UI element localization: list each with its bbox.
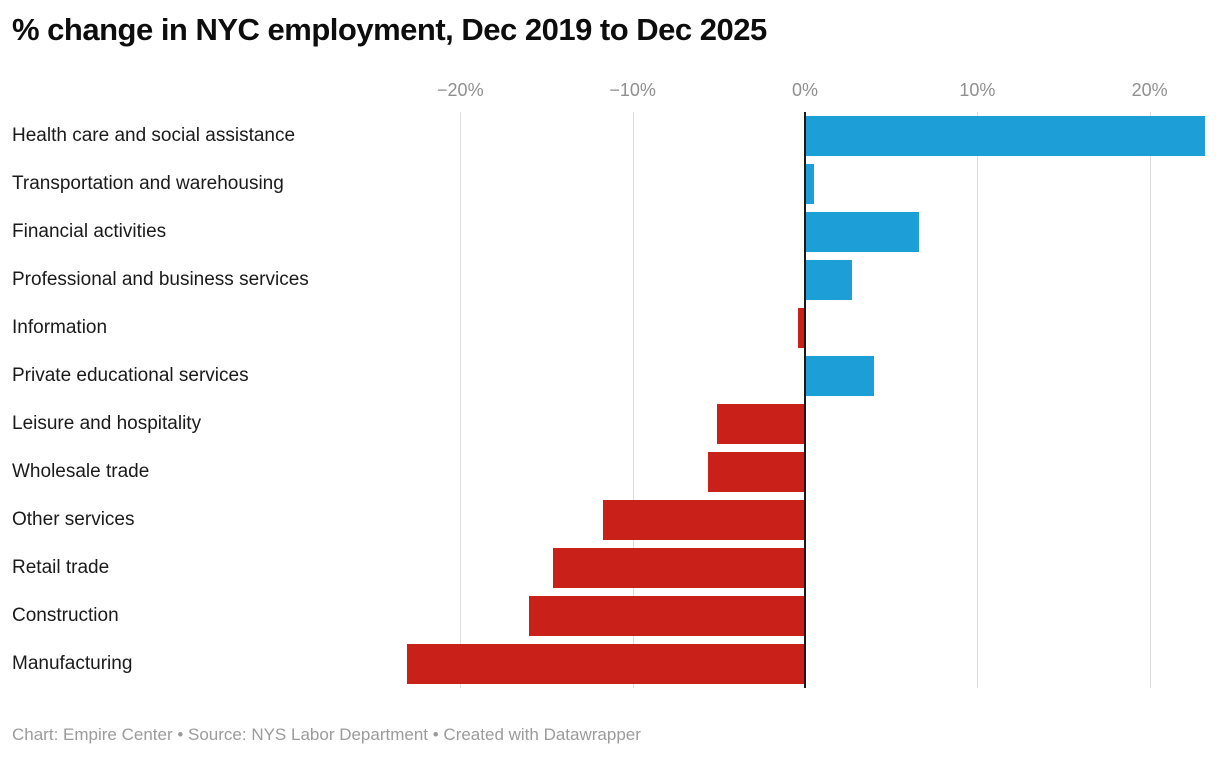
axis-tick-label: 10% <box>959 80 996 100</box>
bar-row: Manufacturing <box>0 640 1220 688</box>
bar <box>805 164 814 204</box>
bar-row: Transportation and warehousing <box>0 160 1220 208</box>
bar-row: Information <box>0 304 1220 352</box>
zero-baseline <box>804 112 806 688</box>
category-label: Health care and social assistance <box>12 125 296 146</box>
category-label: Financial activities <box>12 221 167 242</box>
grid-line <box>977 112 979 688</box>
category-label: Other services <box>12 509 135 530</box>
chart-footer: Chart: Empire Center • Source: NYS Labor… <box>12 725 641 744</box>
bar <box>798 308 805 348</box>
category-label: Manufacturing <box>12 653 133 674</box>
category-label: Information <box>12 317 108 338</box>
bar-row: Financial activities <box>0 208 1220 256</box>
category-label: Professional and business services <box>12 269 309 290</box>
x-axis: −20% −10% 0% 10% 20% <box>0 80 1220 110</box>
bar-row: Wholesale trade <box>0 448 1220 496</box>
grid-line <box>632 112 634 688</box>
bar <box>805 260 852 300</box>
category-label: Construction <box>12 605 119 626</box>
category-label: Transportation and warehousing <box>12 173 284 194</box>
bar <box>805 116 1205 156</box>
page-title: % change in NYC employment, Dec 2019 to … <box>12 12 767 47</box>
category-label: Wholesale trade <box>12 461 150 482</box>
axis-tick-label: −10% <box>609 80 656 100</box>
axis-tick-label: −20% <box>437 80 484 100</box>
axis-tick-label: 20% <box>1131 80 1168 100</box>
bar <box>529 596 805 636</box>
bar <box>708 452 805 492</box>
axis-tick-label: 0% <box>791 80 819 100</box>
bar <box>553 548 805 588</box>
bar-row: Professional and business services <box>0 256 1220 304</box>
bar-row: Construction <box>0 592 1220 640</box>
category-label: Retail trade <box>12 557 110 578</box>
bar <box>406 644 805 684</box>
grid-line <box>460 112 462 688</box>
bar-row: Health care and social assistance <box>0 112 1220 160</box>
plot-area: Health care and social assistance Transpo… <box>0 112 1220 688</box>
bar <box>805 212 919 252</box>
bar <box>603 500 805 540</box>
bar-row: Other services <box>0 496 1220 544</box>
category-label: Private educational services <box>12 365 249 386</box>
bar <box>717 404 805 444</box>
bar-row: Retail trade <box>0 544 1220 592</box>
grid-line <box>1149 112 1151 688</box>
category-label: Leisure and hospitality <box>12 413 202 434</box>
bar-row: Private educational services <box>0 352 1220 400</box>
bar-row: Leisure and hospitality <box>0 400 1220 448</box>
bar <box>805 356 874 396</box>
